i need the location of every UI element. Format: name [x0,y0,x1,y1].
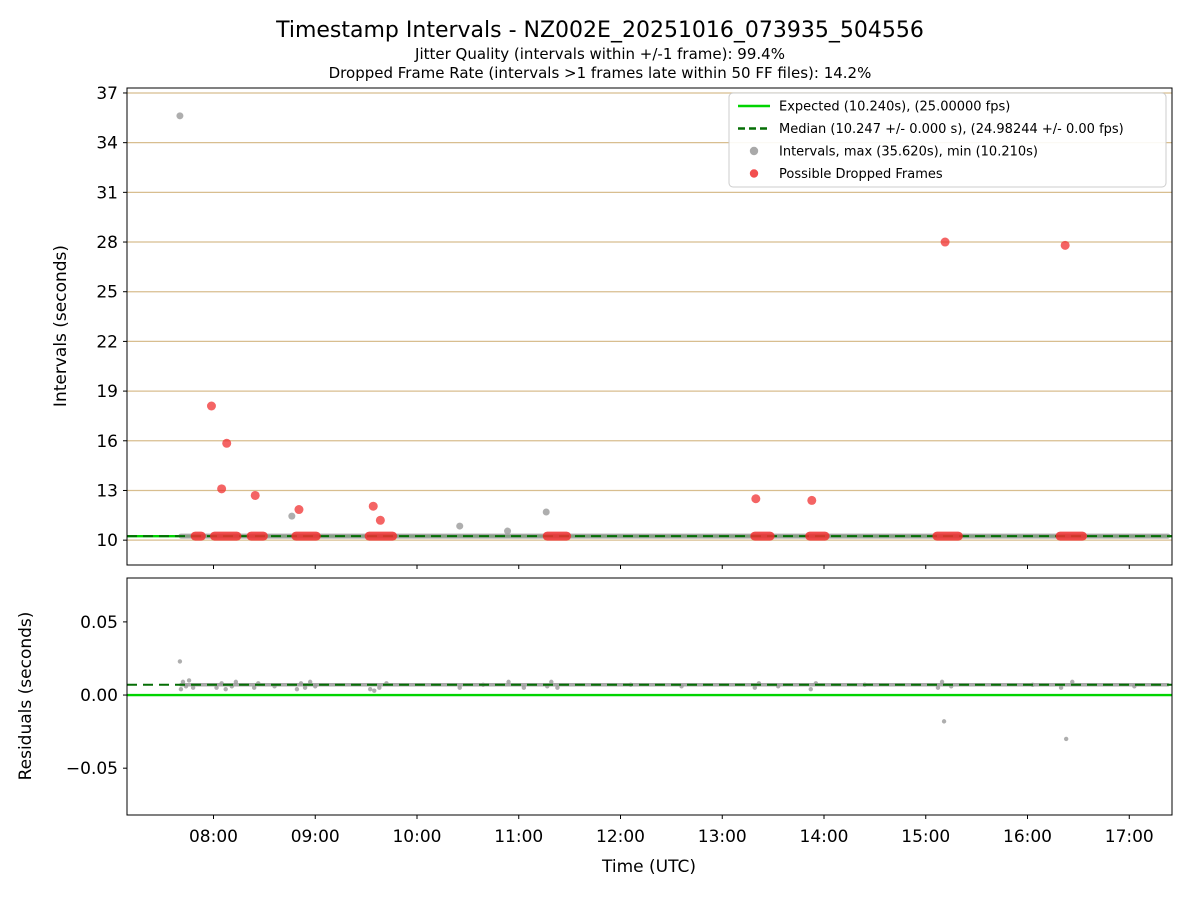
y-axis-label-residuals: Residuals (seconds) [16,612,36,781]
x-tick-label: 10:00 [392,827,441,847]
x-axis-label-time: Time (UTC) [601,857,696,877]
x-tick-label: 08:00 [189,827,238,847]
interval-point [1063,736,1069,742]
x-tick-label: 17:00 [1105,827,1154,847]
dropped-frame-point [222,438,232,448]
y-tick-label: 0.05 [80,613,118,633]
interval-point [939,679,945,685]
interval-point [288,512,296,520]
y-tick-label: 19 [96,382,118,402]
y-tick-label: 0.00 [80,686,118,706]
x-tick-label: 12:00 [596,827,645,847]
interval-point [752,685,758,690]
subtitle-dropped-frame-rate: Dropped Frame Rate (intervals >1 frames … [329,64,872,82]
interval-point [223,686,228,692]
interval-point [367,686,373,692]
interval-point [307,679,313,685]
y-tick-label: −0.05 [66,759,118,779]
x-tick-label: 09:00 [291,827,340,847]
legend-marker-dot [749,146,759,156]
y-tick-label: 31 [96,183,118,203]
legend: Expected (10.240s), (25.00000 fps) Median… [728,92,1167,188]
interval-point [177,659,183,664]
y-axis-label-intervals: Intervals (seconds) [51,245,71,407]
dropped-frame-point [250,490,260,500]
dropped-frame-point [206,401,216,411]
interval-point [180,679,186,685]
subtitle-jitter-quality: Jitter Quality (intervals within +/-1 fr… [414,45,785,63]
interval-point [313,684,318,689]
axes-frame [126,87,1173,566]
interval-point [941,719,947,724]
legend-entry-label: Expected (10.240s), (25.00000 fps) [779,100,1010,115]
interval-point [1070,679,1075,685]
x-tick-label: 13:00 [698,827,747,847]
dropped-frame-point [217,484,227,494]
x-tick-label: 15:00 [901,827,950,847]
dropped-frame-point [368,501,378,511]
interval-point [251,685,257,690]
interval-point [190,685,196,690]
y-tick-label: 37 [96,84,118,104]
dropped-frame-point [751,494,761,504]
y-tick-label: 28 [96,233,118,253]
x-tick-label: 16:00 [1003,827,1052,847]
interval-point [542,508,550,516]
y-tick-label: 13 [96,481,118,501]
y-tick-label: 22 [96,332,118,352]
y-tick-label: 10 [96,531,118,551]
legend-box [728,92,1167,188]
interval-point [549,679,554,685]
legend-entry-label: Intervals, max (35.620s), min (10.210s) [779,145,1038,160]
interval-point [808,686,813,692]
dropped-frame-point [294,505,304,515]
interval-point [219,681,224,686]
legend-entry-label: Median (10.247 +/- 0.000 s), (24.98244 +… [779,122,1124,137]
interval-point [302,685,308,690]
interval-point [176,112,184,120]
interval-point [377,685,382,690]
interval-point [214,685,219,690]
interval-point [555,685,560,690]
interval-point [294,686,300,692]
legend-entry-label: Possible Dropped Frames [779,167,943,182]
axes-frame [126,577,1173,816]
interval-point [457,685,462,690]
legend-marker-dot [749,169,759,178]
interval-point [1058,685,1064,690]
residuals-plot: −0.05 0.00 0.05 08:00 09:00 10:00 11:00 12:00 13… [66,577,1173,847]
interval-point [935,685,941,690]
interval-point [233,679,239,685]
dropped-frame-point [1060,240,1070,250]
intervals-plot: 10 13 16 19 22 25 28 31 34 37 [96,84,1173,569]
dropped-frame-point [807,495,817,505]
interval-point [521,685,527,690]
x-tick-label: 11:00 [494,827,543,847]
x-tick-label: 14:00 [800,827,849,847]
dropped-frame-point [375,515,385,525]
interval-point [186,678,192,683]
interval-point [456,522,464,530]
y-tick-label: 16 [96,432,118,452]
interval-point [372,688,377,693]
figure-title: Timestamp Intervals - NZ002E_20251016_07… [275,18,924,43]
interval-point [776,684,781,689]
y-tick-label: 25 [96,283,118,303]
y-tick-label: 34 [96,134,118,154]
interval-point [178,686,184,692]
dropped-frame-point [940,237,950,247]
interval-point [504,527,512,535]
interval-point [298,681,304,686]
interval-point [506,679,511,685]
